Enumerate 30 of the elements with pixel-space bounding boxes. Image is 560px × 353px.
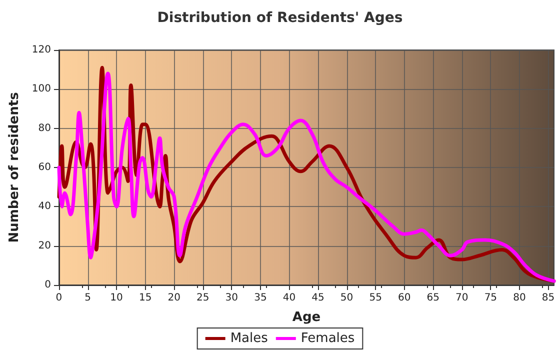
y-axis-title: Number of residents xyxy=(7,92,22,243)
x-tick-label: 45 xyxy=(312,292,324,304)
x-tick-label: 25 xyxy=(196,292,210,304)
y-tick-label: 20 xyxy=(38,240,51,252)
chart-title: Distribution of Residents' Ages xyxy=(157,10,403,26)
x-tick-label: 35 xyxy=(254,292,267,304)
y-tick-label: 40 xyxy=(38,201,51,212)
x-tick-label: 20 xyxy=(168,292,180,304)
x-tick-label: 5 xyxy=(84,292,91,304)
x-tick-label: 75 xyxy=(484,292,498,304)
x-tick-label: 80 xyxy=(513,292,526,304)
x-tick-label: 15 xyxy=(138,292,152,304)
y-tick-label: 0 xyxy=(44,280,51,290)
x-tick-label: 0 xyxy=(56,292,62,304)
y-tick-label: 60 xyxy=(38,162,51,173)
legend-label: Females xyxy=(300,331,355,346)
x-tick-label: 85 xyxy=(542,292,555,304)
x-tick-label: 40 xyxy=(282,292,296,304)
x-tick-label: 70 xyxy=(456,292,468,304)
x-tick-label: 30 xyxy=(225,292,238,304)
x-tick-label: 60 xyxy=(398,292,411,304)
legend-label: Males xyxy=(230,331,268,346)
x-tick-label: 50 xyxy=(340,292,354,304)
x-tick-label: 10 xyxy=(110,292,123,304)
x-axis-title: Age xyxy=(292,310,321,325)
x-tick-label: 55 xyxy=(369,292,382,304)
y-tick-label: 100 xyxy=(32,84,51,95)
y-tick-label: 80 xyxy=(38,122,51,134)
x-tick-label: 65 xyxy=(426,292,440,304)
y-tick-label: 120 xyxy=(32,44,51,56)
